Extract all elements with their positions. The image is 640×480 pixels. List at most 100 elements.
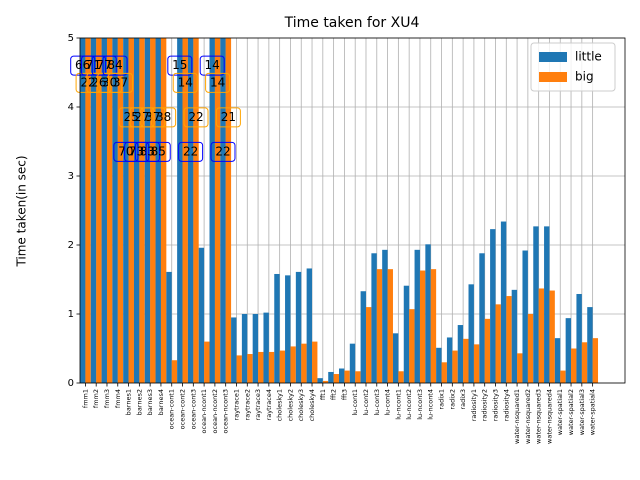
annotation: 25 <box>124 110 139 124</box>
y-tick-label: 3 <box>68 171 74 182</box>
bar <box>187 38 194 383</box>
x-tick-label: ocean-ncont3 <box>222 389 230 433</box>
x-tick-label: radix1 <box>438 389 446 410</box>
bar <box>382 249 388 383</box>
x-tick-label: water-nsquared3 <box>535 389 543 444</box>
bar <box>430 269 437 383</box>
bar <box>295 271 302 383</box>
annotation: 21 <box>221 110 236 124</box>
y-tick-label: 5 <box>68 33 74 44</box>
bar <box>258 351 264 383</box>
bar <box>592 338 599 383</box>
bar <box>560 370 566 383</box>
bar <box>204 341 210 383</box>
x-tick-label: lu-ncont1 <box>394 389 402 420</box>
bar <box>236 355 242 383</box>
bar <box>403 285 410 383</box>
bar <box>544 226 550 383</box>
bar <box>150 38 156 383</box>
bar <box>90 38 97 383</box>
bar <box>339 368 345 383</box>
x-tick-label: raytrace3 <box>254 389 262 420</box>
bar <box>392 333 399 383</box>
x-tick-label: ocean-cont3 <box>189 389 197 429</box>
annotation-box <box>205 72 231 93</box>
x-tick-label: water-nsquared1 <box>513 389 521 444</box>
x-tick-label: water-spatial3 <box>578 389 586 435</box>
bar <box>117 38 124 383</box>
annotation: 66 <box>75 58 90 72</box>
x-tick-label: water-spatial4 <box>589 389 597 435</box>
annotation-box <box>199 55 225 76</box>
bar <box>484 318 491 383</box>
bar <box>171 360 178 383</box>
bar <box>436 347 442 383</box>
x-tick-label: lu-cont4 <box>384 389 392 416</box>
annotation-box <box>107 72 133 93</box>
bar <box>479 253 485 383</box>
bar <box>85 38 91 383</box>
bar <box>355 371 361 383</box>
bar <box>425 244 431 383</box>
annotation: 22 <box>188 110 203 124</box>
bar <box>160 38 167 383</box>
bar <box>419 270 426 383</box>
bar <box>247 354 253 383</box>
annotation: 71 <box>86 58 101 72</box>
bar <box>333 374 340 383</box>
bar <box>322 380 329 383</box>
annotation: 37 <box>113 75 128 89</box>
chart-title: Time taken for XU4 <box>284 15 420 31</box>
x-tick-label: fmm2 <box>92 389 100 408</box>
annotation-box <box>151 107 177 128</box>
x-tick-label: radix3 <box>459 389 467 410</box>
bar <box>274 273 280 383</box>
bar <box>490 229 496 383</box>
x-tick-label: ocean-ncont1 <box>200 389 208 433</box>
x-tick-label: fmm1 <box>81 389 89 408</box>
legend-label: big <box>575 70 594 84</box>
bar <box>527 314 534 383</box>
bar <box>463 338 469 383</box>
annotation: 27 <box>134 110 149 124</box>
bar <box>177 38 183 383</box>
bar <box>312 341 318 383</box>
bar <box>387 269 393 383</box>
x-tick-label: radiosity4 <box>502 389 510 421</box>
x-tick-label: barnes4 <box>157 389 165 415</box>
y-axis-label: Time taken(in sec) <box>15 155 29 267</box>
bar <box>225 38 232 383</box>
bar <box>365 307 372 383</box>
x-tick-label: water-nsquared2 <box>524 389 532 444</box>
annotation-box <box>210 141 236 162</box>
bar <box>306 268 313 383</box>
x-tick-label: fft1 <box>319 389 327 400</box>
annotation: 22 <box>80 75 95 89</box>
y-tick-label: 0 <box>68 378 74 389</box>
annotation: 73 <box>129 144 144 158</box>
x-tick-label: lu-ncont2 <box>405 389 413 420</box>
bar <box>522 250 528 383</box>
x-tick-label: fft2 <box>330 389 338 400</box>
legend-swatch <box>539 72 567 82</box>
bar <box>155 38 161 383</box>
bar <box>106 38 113 383</box>
x-tick-label: radiosity1 <box>470 389 478 421</box>
bar <box>446 337 453 383</box>
x-tick-label: water-spatial2 <box>567 389 575 435</box>
annotation: 84 <box>107 58 122 72</box>
bar <box>414 249 420 383</box>
x-tick-label: barnes1 <box>125 389 133 415</box>
bar <box>290 346 296 383</box>
bar <box>571 348 577 383</box>
x-tick-label: fmm3 <box>103 389 111 408</box>
annotation: 37 <box>145 110 160 124</box>
bar <box>123 38 129 383</box>
bar <box>517 353 523 383</box>
legend-swatch <box>539 52 567 62</box>
bar <box>144 38 151 383</box>
bars <box>80 38 599 383</box>
bar <box>241 314 248 383</box>
bar <box>576 293 582 383</box>
